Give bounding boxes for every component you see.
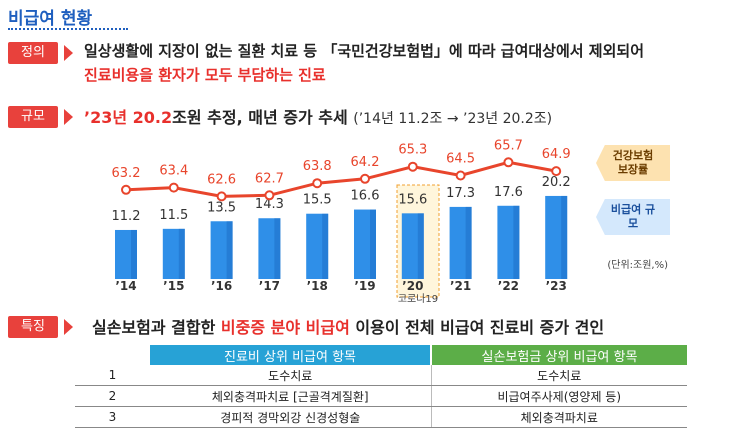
table-row: 3 경피적 경막외강 신경성형술 체외충격파치료 — [75, 406, 687, 428]
section-badge: 규모 — [8, 106, 58, 128]
line — [125, 160, 557, 198]
point — [455, 170, 466, 181]
point — [264, 190, 275, 201]
point — [168, 182, 179, 193]
value-label: 64.9 — [542, 147, 571, 162]
x-tick-label: ’20 — [402, 279, 423, 293]
point — [121, 184, 131, 195]
value-label: 63.2 — [112, 166, 141, 181]
value-label: 64.5 — [446, 152, 475, 167]
table-cell: 2 — [75, 385, 150, 407]
point — [551, 166, 562, 177]
value-label: 65.7 — [494, 138, 523, 153]
title-underline — [8, 28, 128, 30]
section-badge: 정의 — [8, 42, 58, 64]
x-tick-label: ’19 — [354, 279, 375, 293]
table-cell: 도수치료 — [430, 365, 687, 386]
table-row: 1 도수치료 도수치료 — [75, 365, 687, 386]
annotation: 코로나19 — [398, 293, 438, 305]
definition-text: 일상생활에 지장이 없는 질환 치료 등 「국민건강보험법」에 따라 급여대상에… — [84, 42, 645, 60]
value-label: 11.5 — [159, 208, 188, 223]
scale-main: 조원 추정, 매년 증가 추세 — [172, 108, 348, 127]
table-cell: 1 — [75, 365, 150, 386]
legend-label: 건강보험 보장률 — [612, 149, 654, 176]
table-row: 2 체외충격파치료 [근골격계질환] 비급여주사제(영양제 등) — [75, 385, 687, 407]
value-label: 13.5 — [207, 200, 236, 215]
value-label: 17.3 — [446, 186, 475, 201]
chart: 코로나19 (단위:조원,%) ’14 ’15 ’16 ’17 ’18 ’19 ’20 ’21… — [112, 138, 669, 305]
bar-shade — [322, 213, 329, 279]
features-part: 이용이 전체 비급여 진료비 증가 견인 — [355, 318, 605, 337]
value-label: 62.6 — [207, 172, 236, 187]
header-cell: 실손보험금 상위 비급여 항목 — [430, 345, 687, 365]
value-label: 16.6 — [351, 189, 380, 204]
scale-note: (’14년 11.2조 → ’23년 20.2조) — [353, 111, 553, 127]
x-tick-label: ’14 — [115, 279, 136, 293]
x-tick-label: ’17 — [259, 279, 280, 293]
table-cell: 3 — [75, 406, 150, 428]
point — [503, 157, 514, 168]
value-label: 65.3 — [398, 143, 427, 158]
chevron — [64, 319, 73, 335]
table: 진료비 상위 비급여 항목 실손보험금 상위 비급여 항목 1 도수치료 도수치료 2… — [75, 345, 687, 428]
unit-note: (단위:조원,%) — [607, 258, 668, 271]
value-label: 17.6 — [494, 185, 523, 200]
value-label: 15.5 — [303, 193, 332, 208]
bar-shade — [131, 229, 137, 279]
chevron — [64, 109, 73, 125]
legend-label: 비급여 규모 — [610, 203, 656, 230]
table-cell: 경피적 경막외강 신경성형술 — [150, 406, 431, 428]
point — [407, 161, 418, 172]
scale-text: ’23년 20.2조원 추정, 매년 증가 추세 (’14년 11.2조 → ’… — [84, 104, 552, 128]
bar-shade — [274, 218, 281, 279]
x-tick-label: ’18 — [307, 279, 328, 293]
bar-shade — [417, 213, 424, 279]
value-label: 15.6 — [398, 192, 427, 207]
value-label: 63.8 — [303, 159, 332, 174]
point — [312, 178, 323, 189]
bar-shade — [513, 205, 520, 279]
table-cell: 체외충격파치료 — [430, 406, 687, 428]
x-tick-label: ’22 — [498, 279, 519, 293]
section-badge: 특징 — [8, 316, 58, 338]
definition-text: 진료비용을 환자가 모두 부담하는 진료 — [84, 66, 326, 84]
legend-item: 비급여 규모 — [596, 199, 670, 235]
scale-highlight: ’23년 20.2 — [84, 108, 173, 127]
legend-item: 건강보험 보장률 — [596, 145, 670, 181]
chevron — [64, 45, 73, 61]
header-blank — [75, 345, 150, 365]
table-cell: 도수치료 — [150, 365, 431, 386]
x-tick-label: ’16 — [211, 279, 232, 293]
bar-shade — [178, 228, 185, 279]
value-label: 63.4 — [159, 164, 188, 179]
value-label: 20.2 — [542, 175, 571, 190]
features-part: 실손보험과 결합한 — [92, 318, 216, 337]
value-label: 62.7 — [255, 171, 284, 186]
bar-shade — [465, 206, 472, 279]
table-header: 진료비 상위 비급여 항목 실손보험금 상위 비급여 항목 — [75, 345, 687, 365]
value-label: 64.2 — [351, 155, 380, 170]
bar-shade — [370, 209, 376, 279]
header-cell: 진료비 상위 비급여 항목 — [150, 345, 431, 365]
value-label: 14.3 — [255, 197, 284, 212]
bar-shade — [561, 195, 568, 279]
x-tick-label: ’21 — [450, 279, 471, 293]
table-cell: 체외충격파치료 [근골격계질환] — [150, 385, 431, 407]
point — [216, 191, 227, 202]
features-part: 비중증 분야 비급여 — [220, 318, 350, 337]
x-tick-label: ’15 — [163, 279, 184, 293]
x-tick-label: ’23 — [546, 279, 567, 293]
bar-shade — [226, 221, 233, 279]
page-title: 비급여 현황 — [8, 9, 93, 29]
point — [360, 173, 370, 184]
table-cell: 비급여주사제(영양제 등) — [430, 385, 687, 407]
features-text: 실손보험과 결합한 비중증 분야 비급여 이용이 전체 비급여 진료비 증가 견… — [92, 314, 604, 338]
value-label: 11.2 — [112, 209, 141, 224]
